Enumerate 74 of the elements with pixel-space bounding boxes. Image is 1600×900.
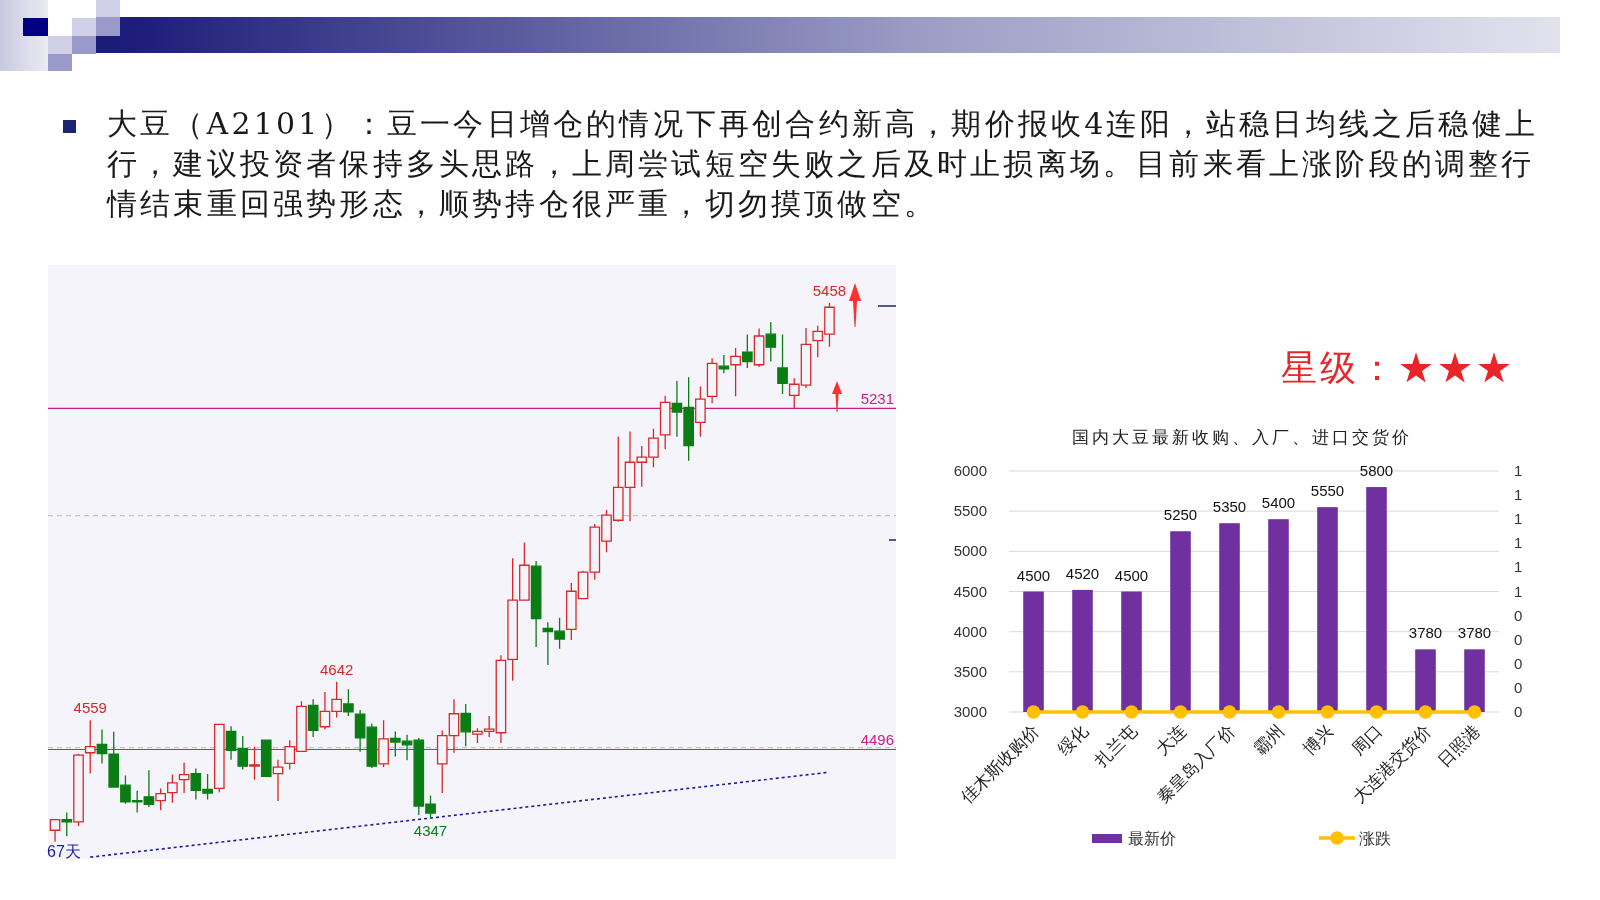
candlestick: [659, 395, 671, 450]
x-tick-label: 博兴: [1299, 720, 1338, 759]
candlestick: [354, 709, 366, 753]
candlestick: [260, 739, 272, 778]
x-tick-label: 扎兰屯: [1091, 720, 1142, 771]
candlestick: [178, 761, 190, 794]
y2-tick-label: 1: [1514, 558, 1523, 576]
y-tick-label: 5500: [953, 502, 987, 520]
candlestick: [378, 719, 389, 768]
text: 4642: [319, 660, 354, 678]
text: 4347: [413, 821, 448, 839]
ref-line-label: 4496: [860, 731, 894, 749]
text: 4559: [73, 699, 107, 717]
annotation: 67天: [47, 843, 81, 860]
candlestick: [61, 811, 73, 837]
data-label: 5800: [1359, 462, 1394, 480]
y-tick-label: 4000: [953, 622, 987, 640]
candlestick: [249, 746, 260, 781]
data-label: 5550: [1310, 482, 1345, 500]
data-label: 4500: [1016, 566, 1051, 584]
ref-line-label: 5231: [860, 390, 894, 408]
y-tick-label: 4500: [953, 582, 987, 600]
candlestick: [765, 321, 777, 363]
candlestick: [155, 787, 166, 811]
x-tick-label: 绥化: [1054, 720, 1093, 759]
y2-tick-label: 1: [1514, 534, 1523, 552]
candlestick: [307, 698, 319, 738]
data-label: 5250: [1163, 506, 1198, 524]
data-label: 3780: [1457, 624, 1492, 642]
y-tick-label: 6000: [953, 462, 987, 479]
y2-tick-label: 1: [1514, 462, 1523, 479]
data-label: 5350: [1212, 498, 1247, 516]
candlestick: [718, 354, 730, 374]
y2-tick-label: 1: [1514, 510, 1523, 528]
y2-tick-label: 0: [1514, 654, 1523, 672]
candlestick: [84, 719, 96, 775]
candlestick: [73, 753, 84, 827]
text: 星级：★★★: [1281, 346, 1516, 390]
x-tick-label: 佳木斯收购价: [957, 720, 1044, 807]
y2-tick-label: 0: [1514, 678, 1523, 696]
y-tick-label: 3000: [953, 703, 987, 720]
candlestick: [706, 357, 718, 404]
data-label: 5400: [1261, 494, 1296, 512]
y-tick-label: 5000: [953, 542, 987, 560]
y2-tick-label: 0: [1514, 606, 1523, 624]
data-label: 3780: [1408, 624, 1443, 642]
candlestick: [213, 723, 225, 793]
candlestick: [530, 560, 542, 648]
y2-tick-label: 1: [1514, 486, 1523, 504]
legend-label: 最新价: [1128, 829, 1176, 848]
candlestick: [460, 703, 472, 747]
x-tick-label: 霸州: [1250, 720, 1289, 759]
candlestick: [741, 333, 753, 369]
x-tick-label: 周口: [1348, 720, 1387, 759]
candlestick: [167, 773, 178, 804]
candlestick: [695, 385, 706, 438]
legend-label: 涨跌: [1359, 829, 1391, 848]
y2-tick-label: 0: [1514, 630, 1523, 648]
x-tick-label: 大连: [1152, 720, 1191, 759]
y2-tick-label: 1: [1514, 582, 1523, 600]
candlestick: [777, 333, 788, 395]
chart-title: 国内大豆最新收购、入厂、进口交货价: [1072, 427, 1412, 447]
data-label: 4520: [1065, 564, 1100, 582]
candlestick: [272, 759, 284, 802]
y2-tick-label: 0: [1514, 703, 1523, 720]
text: 5458: [812, 282, 847, 300]
candlestick: [366, 722, 378, 769]
data-label: 4500: [1114, 566, 1149, 584]
candlestick: [730, 347, 741, 397]
y-tick-label: 3500: [953, 662, 987, 680]
candlestick: [343, 688, 354, 717]
text: 大豆（A2101）：豆一今日增仓的情况下再创合约新高，期价报收4连阳，站稳日均线之后稳健上行，建议投资者保持多头思路，上周尝试短空失败之后及时止损离场。目前来看上涨阶段的调整行情结束重回强势形态，顺势持仓很严重，切勿摸顶做空。: [107, 105, 1540, 223]
x-tick-label: 日照港: [1434, 720, 1485, 771]
candlestick: [753, 327, 765, 368]
